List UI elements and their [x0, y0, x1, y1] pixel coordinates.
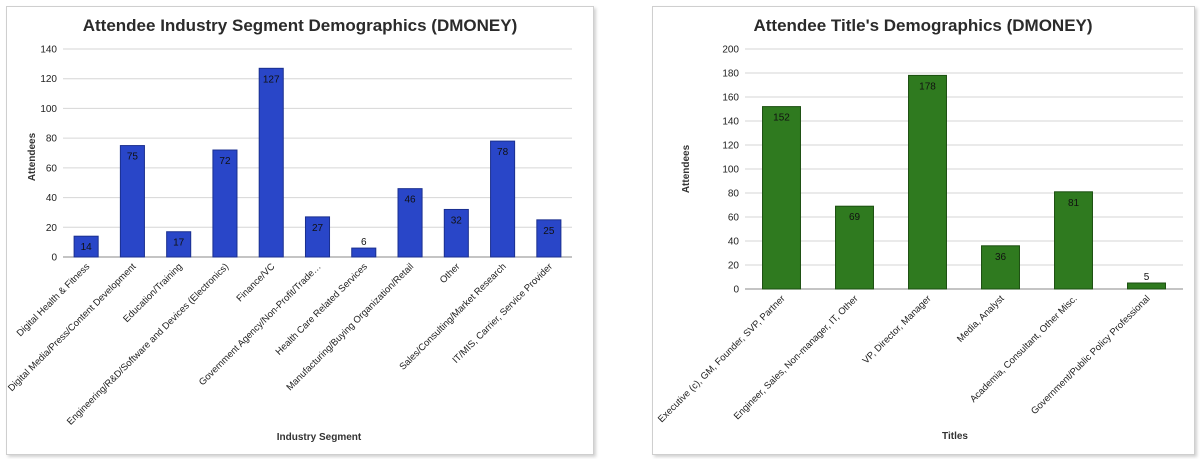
bar: [443, 208, 469, 258]
y-tick-label: 140: [722, 117, 739, 128]
bar: [397, 188, 423, 258]
x-axis-label: Titles: [942, 431, 968, 442]
y-tick-label: 40: [46, 193, 58, 204]
y-tick-label: 80: [46, 134, 58, 145]
chart-title: Attendee Industry Segment Demographics (…: [83, 16, 518, 35]
data-label: 14: [81, 242, 93, 253]
category-label: Digital Health & Fitness: [15, 261, 93, 339]
bar: [212, 149, 238, 258]
y-axis-label: Attendees: [681, 144, 692, 193]
y-tick-label: 140: [40, 45, 57, 56]
data-label: 32: [451, 215, 463, 226]
industry-segment-chart: Attendee Industry Segment Demographics (…: [7, 16, 572, 443]
y-tick-label: 60: [46, 163, 58, 174]
category-labels: Executive (c), GM, Founder, SVP, Partner…: [656, 293, 1153, 425]
data-label: 81: [1068, 198, 1080, 209]
category-label: Government/Public Policy Professional: [1029, 293, 1153, 417]
data-label: 27: [312, 223, 324, 234]
y-tick-labels: 0 20 40 60 80 100 120 140 160 180 200: [722, 45, 739, 296]
data-label: 178: [919, 81, 936, 92]
bars: [762, 74, 1166, 290]
bars: [73, 67, 562, 258]
data-label: 25: [543, 226, 555, 237]
bar: [536, 219, 562, 258]
bar: [1127, 282, 1166, 290]
chart-title: Attendee Title's Demographics (DMONEY): [753, 16, 1092, 35]
category-label: IT/MIS, Carrier, Service Provider: [451, 261, 555, 365]
x-axis-label: Industry Segment: [277, 432, 362, 443]
data-label: 127: [263, 74, 280, 85]
bar: [1054, 191, 1093, 290]
y-tick-label: 100: [722, 165, 739, 176]
y-tick-label: 40: [728, 237, 740, 248]
y-tick-label: 20: [728, 261, 740, 272]
category-label: Health Care Related Services: [274, 261, 370, 357]
bar: [762, 106, 801, 290]
data-label: 72: [219, 156, 231, 167]
y-tick-label: 0: [51, 253, 57, 264]
data-label: 17: [173, 238, 185, 249]
data-label: 75: [127, 152, 139, 163]
bar: [351, 247, 377, 258]
y-tick-label: 60: [728, 213, 740, 224]
data-label: 152: [773, 113, 790, 124]
industry-chart-panel: Attendee Industry Segment Demographics (…: [6, 6, 594, 455]
bar: [258, 67, 284, 258]
y-tick-label: 100: [40, 104, 57, 115]
y-tick-label: 120: [722, 141, 739, 152]
y-tick-labels: 0 20 40 60 80 100 120 140: [40, 45, 57, 264]
data-labels: 14 75 17 72 127 27 6 46 32 78 25: [81, 74, 555, 253]
bar: [981, 245, 1020, 290]
category-label: Executive (c), GM, Founder, SVP, Partner: [656, 293, 788, 425]
bar: [73, 235, 99, 258]
bar: [490, 140, 516, 258]
y-tick-label: 80: [728, 189, 740, 200]
bar: [119, 145, 145, 258]
data-label: 6: [361, 237, 367, 248]
category-label: VP, Director, Manager: [861, 293, 934, 366]
y-tick-label: 20: [46, 223, 58, 234]
grid-lines: [745, 48, 1183, 290]
y-tick-label: 160: [722, 93, 739, 104]
bar: [835, 205, 874, 290]
data-labels: 152 69 178 36 81 5: [773, 81, 1150, 283]
bar: [304, 216, 331, 258]
bar: [166, 231, 192, 258]
y-tick-label: 0: [733, 285, 739, 296]
y-tick-label: 200: [722, 45, 739, 56]
titles-chart-panel: Attendee Title's Demographics (DMONEY) 0…: [652, 6, 1195, 455]
category-label: Engineer, Sales, Non-manager, IT, Other: [732, 293, 861, 422]
data-label: 46: [404, 195, 416, 206]
data-label: 36: [995, 252, 1007, 263]
category-label: Media, Analyst: [955, 293, 1007, 345]
category-label: Engineering/R&D/Software and Devices (El…: [65, 261, 231, 427]
y-axis-label: Attendees: [27, 132, 38, 181]
attendee-titles-chart: Attendee Title's Demographics (DMONEY) 0…: [656, 16, 1183, 442]
data-label: 69: [849, 212, 861, 223]
category-label: Other: [438, 261, 463, 286]
data-label: 5: [1144, 272, 1150, 283]
y-tick-label: 120: [40, 74, 57, 85]
data-label: 78: [497, 147, 509, 158]
y-tick-label: 180: [722, 69, 739, 80]
category-label: Finance/VC: [234, 261, 277, 304]
bar: [908, 74, 947, 290]
